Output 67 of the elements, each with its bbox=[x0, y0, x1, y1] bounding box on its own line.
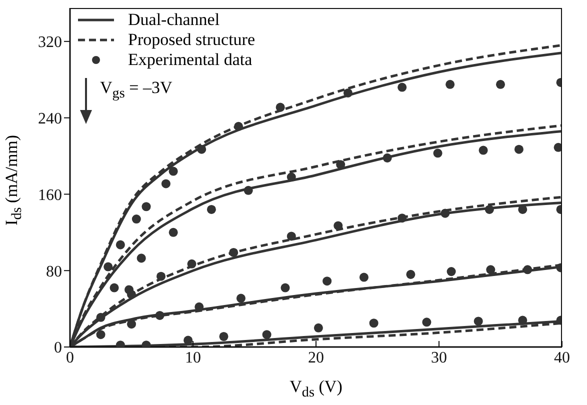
point bbox=[187, 259, 196, 268]
point bbox=[236, 294, 246, 303]
point bbox=[168, 228, 178, 237]
point bbox=[126, 320, 136, 329]
point bbox=[484, 204, 494, 214]
point bbox=[486, 265, 496, 274]
y-tick-label: 80 bbox=[46, 263, 62, 280]
point bbox=[343, 88, 352, 98]
point bbox=[496, 80, 506, 89]
x-tick-label: 40 bbox=[554, 349, 570, 366]
point bbox=[229, 248, 238, 257]
point bbox=[440, 208, 450, 218]
point bbox=[478, 146, 488, 155]
point bbox=[322, 276, 332, 286]
point bbox=[104, 262, 113, 272]
point bbox=[518, 316, 528, 325]
point bbox=[523, 265, 532, 274]
point bbox=[382, 153, 392, 162]
point bbox=[244, 186, 253, 195]
point bbox=[136, 254, 146, 263]
legend-label: Dual-channel bbox=[128, 10, 220, 30]
point bbox=[554, 142, 562, 152]
y-tick-label: 160 bbox=[38, 186, 62, 204]
point bbox=[474, 316, 483, 326]
point bbox=[161, 179, 170, 188]
point bbox=[280, 283, 290, 292]
point bbox=[110, 283, 119, 292]
point bbox=[142, 202, 151, 212]
point bbox=[334, 221, 343, 230]
point bbox=[314, 323, 323, 332]
x-tick-label: 0 bbox=[66, 349, 74, 366]
point bbox=[116, 240, 125, 250]
y-tick-label: 240 bbox=[38, 110, 62, 128]
point bbox=[398, 214, 407, 223]
point bbox=[262, 330, 272, 340]
point bbox=[359, 272, 368, 282]
point bbox=[433, 148, 442, 158]
point bbox=[126, 290, 136, 299]
point bbox=[156, 272, 166, 281]
legend-label: Proposed structure bbox=[128, 30, 256, 50]
point bbox=[286, 232, 296, 241]
point bbox=[96, 330, 106, 340]
y-tick-label: 320 bbox=[38, 34, 62, 52]
point bbox=[446, 80, 455, 89]
point bbox=[132, 214, 141, 224]
point bbox=[398, 82, 407, 92]
point bbox=[336, 160, 346, 170]
x-tick-label: 30 bbox=[431, 349, 447, 366]
x-tick-label: 20 bbox=[308, 349, 324, 366]
point bbox=[234, 122, 244, 131]
x-axis-title: V$_{ds}$ (V) bbox=[288, 377, 344, 402]
point bbox=[155, 310, 164, 320]
point bbox=[276, 102, 285, 112]
point bbox=[168, 166, 178, 176]
point bbox=[406, 270, 416, 279]
point bbox=[96, 312, 106, 322]
point bbox=[369, 318, 378, 328]
point bbox=[197, 144, 206, 154]
x-tick-label: 10 bbox=[185, 349, 201, 366]
point bbox=[286, 172, 296, 182]
legend-label: Experimental data bbox=[128, 50, 252, 70]
point bbox=[422, 318, 432, 327]
point bbox=[514, 144, 524, 154]
point bbox=[446, 267, 456, 276]
annotation: V$_{gs}$ = –3V bbox=[100, 78, 172, 102]
point bbox=[206, 204, 216, 214]
point bbox=[219, 332, 228, 341]
